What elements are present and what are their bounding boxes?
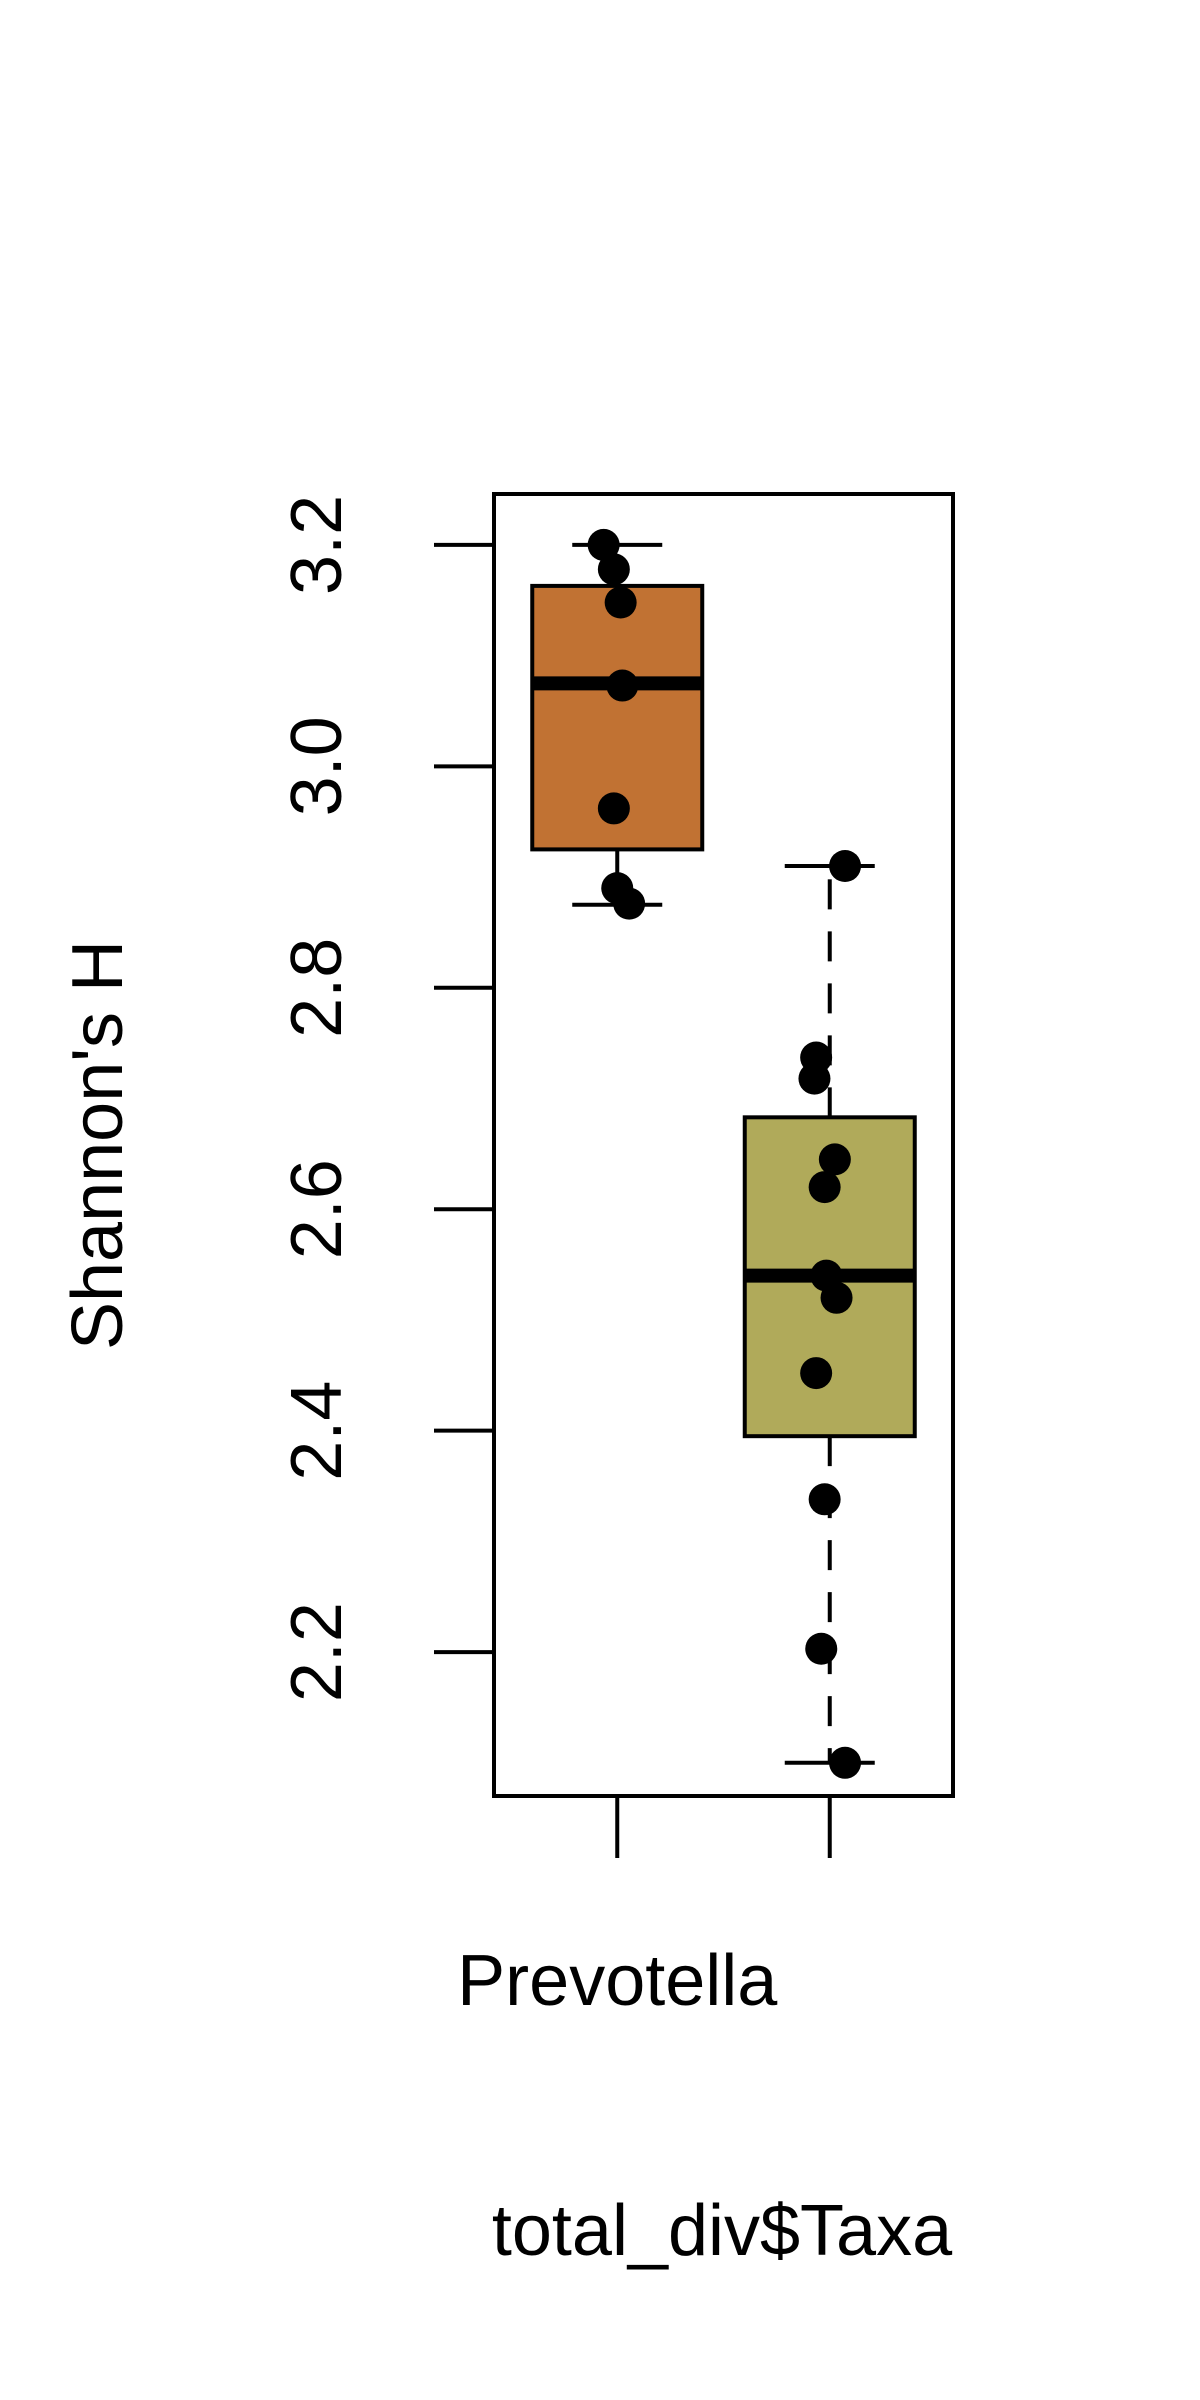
data-point [606,669,639,702]
data-point [613,887,646,920]
data-point [604,586,637,619]
points-layer [587,528,862,1779]
data-point [829,850,862,882]
data-point [587,528,620,561]
y-tick-label: 2.8 [277,938,357,1038]
data-point [808,1171,841,1204]
data-point [820,1281,853,1314]
x-axis: Prevotella [457,1796,832,2021]
x-tick-label: Prevotella [457,1941,778,2021]
y-tick-label: 2.4 [277,1381,357,1481]
data-point [798,1062,831,1095]
data-point [829,1746,862,1779]
y-tick-label: 2.6 [277,1159,357,1259]
data-point [800,1357,833,1390]
y-tick-label: 3.0 [277,716,357,816]
y-axis: 2.2 2.4 2.6 2.8 3.0 3.2 [277,495,494,1702]
data-point [597,553,630,586]
data-point [818,1143,851,1176]
y-tick-label: 3.2 [277,495,357,595]
x-axis-label: total_div$Taxa [492,2191,953,2271]
data-point [808,1483,841,1516]
boxes-layer [530,542,917,1765]
plot-frame [492,492,955,1798]
y-tick-label: 2.2 [277,1602,357,1702]
data-point [597,792,630,825]
y-axis-label: Shannon's H [58,940,138,1350]
data-point [805,1632,838,1665]
